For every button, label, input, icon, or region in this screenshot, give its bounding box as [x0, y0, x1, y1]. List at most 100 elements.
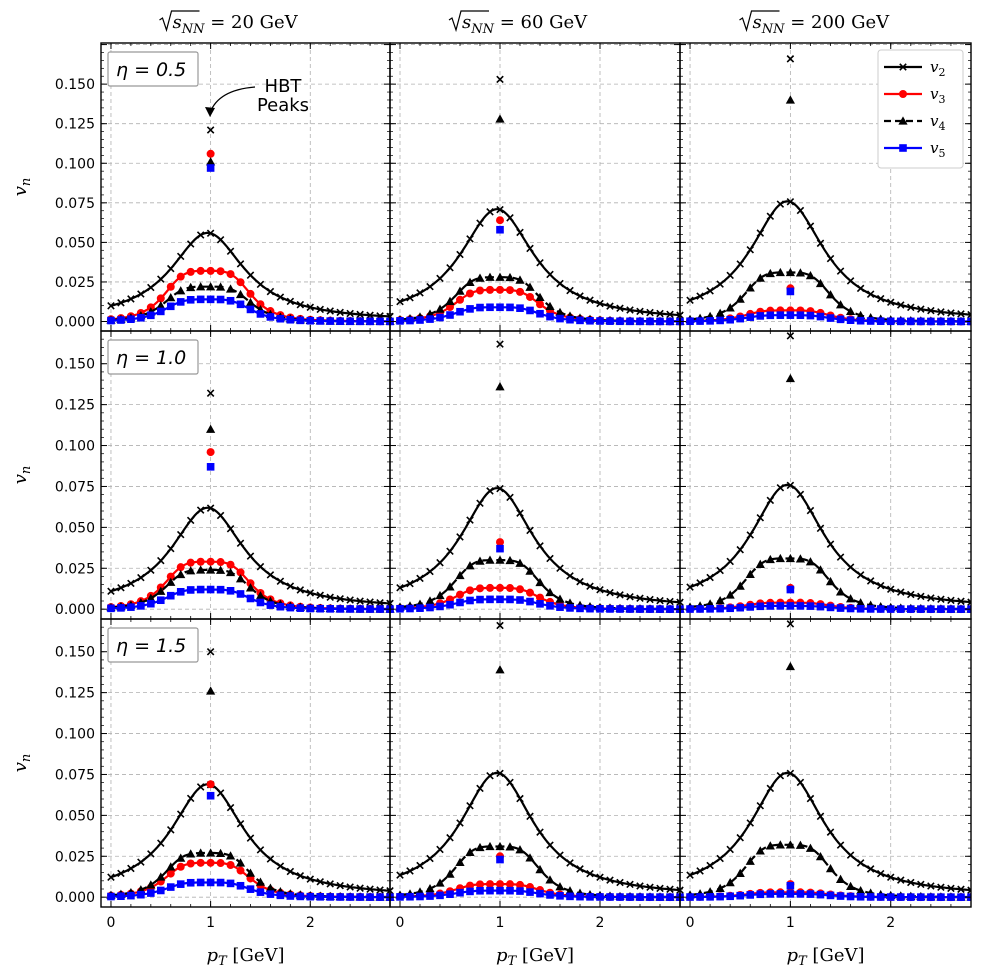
- panel-0-2-v5-point: [886, 317, 895, 326]
- panel-2-2-v2-point: [937, 883, 945, 892]
- panel-1-2-v5-point: [826, 603, 835, 612]
- panel-2-0-v3-hbt-point: [206, 780, 215, 789]
- panel-1-0-v3-point: [216, 558, 225, 567]
- panel-2-0-v5-point: [196, 878, 205, 887]
- panel-0-2-v2-point: [776, 200, 785, 208]
- y-tick-label: 0.000: [55, 890, 95, 906]
- panel-2-1-v4-point: [515, 845, 525, 854]
- svg-text:η = 1.0: η = 1.0: [116, 347, 186, 369]
- panel-2-1-v5-point: [606, 893, 614, 901]
- panel-0-1-v3-point: [496, 285, 504, 294]
- panel-2-1-v2-point: [406, 867, 414, 875]
- svg-text:sNN = 200 GeV: sNN = 200 GeV: [753, 12, 891, 37]
- panel-0-0-v5-point: [226, 296, 235, 305]
- panel-2-2-v2-point: [886, 873, 895, 882]
- panel-1-2-v2-point: [816, 524, 825, 533]
- panel-0-0-v4-hbt-point: [206, 157, 216, 166]
- panel-1-1-v3-point: [536, 593, 544, 602]
- panel-1-0-v5-point: [236, 590, 245, 598]
- panel-1-1-v5-point: [586, 604, 594, 613]
- panel-0-0-v2-point: [246, 271, 255, 279]
- panel-2-0-v2-point: [226, 803, 235, 812]
- panel-2-2-v5-point: [886, 893, 895, 901]
- panel-1-1-v2-point: [496, 484, 504, 493]
- panel-2-0-v2-point: [176, 810, 185, 818]
- panel-2-2-v5-point: [826, 891, 835, 900]
- panel-2-0-v5-point: [366, 893, 374, 901]
- panel-2-2-v5-point: [927, 893, 935, 901]
- panel-0-1-v5-point: [546, 312, 554, 321]
- panel-0-0-v2-point: [366, 311, 374, 319]
- y-axis-label-2: vn: [10, 754, 34, 773]
- panel-2-1-v2-point: [496, 769, 504, 778]
- panel-2-1-v5-point: [576, 892, 584, 901]
- panel-2-2-v5-point: [816, 890, 825, 899]
- panel-0-2-v2-point: [746, 245, 755, 254]
- panel-1-0-v2-point: [107, 587, 115, 595]
- panel-1-1-v2-point: [506, 493, 514, 502]
- panel-2-1-v5-point: [416, 892, 424, 901]
- panel-2-2-v2-point: [766, 784, 775, 793]
- panel-0-0-v5-point: [246, 305, 255, 314]
- panel-0-1-v4-point: [535, 292, 545, 302]
- column-title-0: sNN = 20 GeV: [159, 10, 299, 37]
- panel-0-1-v5-point: [596, 317, 604, 325]
- panel-0-0-v3-point: [216, 267, 225, 276]
- panel-1-0-v2-point: [336, 594, 344, 603]
- panel-2-2-v4-point: [825, 864, 836, 873]
- panel-2-2-v2-point: [907, 878, 915, 887]
- panel-1-1-v5-point: [636, 605, 644, 613]
- panel-1-2-v2-point: [756, 513, 765, 522]
- panel-1-0-v5-point: [206, 585, 215, 594]
- panel-0-2-v2-point: [856, 284, 865, 293]
- panel-2-1-v2-point: [466, 801, 474, 810]
- panel-2-0-v5-point: [156, 886, 165, 895]
- panel-1-0-v5-point: [366, 605, 374, 613]
- panel-0-1-v4-point: [475, 273, 485, 282]
- panel-2-2-v2-point: [846, 851, 855, 859]
- panel-1-2-v4-point: [825, 576, 836, 586]
- panel-2-1-v2-point: [636, 882, 644, 890]
- panel-2-0-v5-hbt-point: [206, 791, 215, 800]
- panel-0-0-v2-point: [336, 308, 344, 317]
- panel-0-1-v2-point: [416, 289, 424, 297]
- panel-1-0-v5-point: [296, 604, 305, 612]
- panel-1-1-v4-point: [435, 590, 445, 600]
- panel-0-1-v5-point: [586, 316, 594, 325]
- panel-1-2-v5-point: [746, 603, 755, 611]
- panel-1-0-v5-point: [196, 585, 205, 594]
- panel-0-2-v5-point: [716, 316, 724, 325]
- panel-1-1-v5-point: [576, 604, 584, 613]
- panel-1-2-v5-point: [786, 602, 795, 610]
- y-tick-label: 0.000: [55, 315, 95, 331]
- panel-1-2-v5-point: [846, 604, 855, 613]
- panel-1-2-v2-point: [967, 598, 971, 606]
- panel-0-0-v3-point: [206, 266, 215, 275]
- panel-0-2-v5-point: [756, 312, 765, 320]
- panel-2-2-v2-point: [716, 854, 724, 863]
- panel-2-2-v4-point: [845, 881, 856, 891]
- panel-0-1-v2-point: [476, 219, 484, 227]
- panel-2-0-v5-point: [216, 878, 225, 887]
- panel-2-1-v2-point: [456, 819, 464, 827]
- panel-1-2-v5-point: [866, 605, 875, 613]
- panel-1-1-v3-point: [496, 583, 504, 592]
- panel-0-1-v5-point: [626, 317, 634, 326]
- panel-1-0-v4-point: [215, 565, 226, 574]
- panel-2-0-v2-point: [296, 871, 305, 880]
- panel-1-2-v4-point: [765, 554, 775, 564]
- panel-1-1-v2-point: [596, 586, 604, 594]
- panel-1-0-v3-point: [236, 568, 245, 577]
- panel-2-1-v2-point: [646, 883, 654, 892]
- panel-2-0-v2-point: [256, 846, 265, 854]
- panel-0-0-v5-point: [336, 317, 344, 326]
- panel-1-2-v5-point: [686, 605, 694, 613]
- panel-1-2-v4-hbt-point: [785, 373, 795, 383]
- panel-1-0-v2-point: [256, 562, 265, 571]
- panel-0-1-v3-point: [516, 287, 524, 296]
- column-title-2: sNN = 200 GeV: [739, 10, 891, 37]
- panel-2-0-v3-point: [186, 859, 195, 868]
- panel-0-1-v2-point: [446, 264, 454, 272]
- panel-0-2-v5-point: [917, 317, 925, 326]
- panel-1-2-v5-point: [906, 605, 915, 613]
